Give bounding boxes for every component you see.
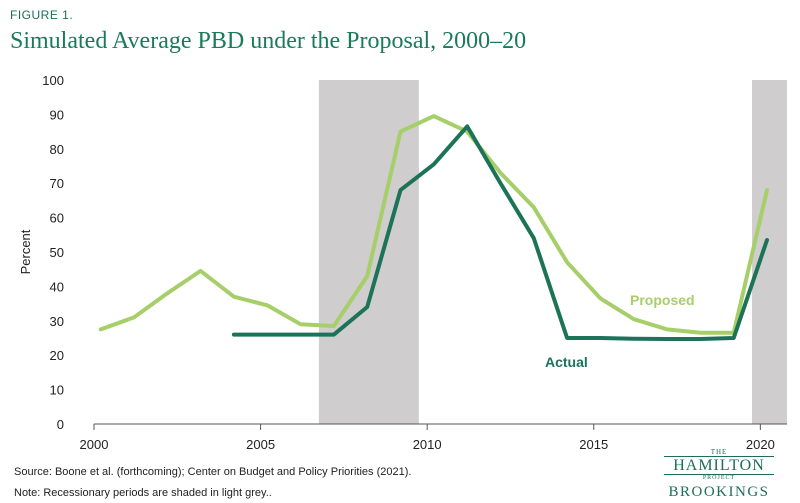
y-tick-label: 50 xyxy=(50,245,64,260)
logo-hamilton: HAMILTON xyxy=(664,456,774,475)
y-tick-label: 70 xyxy=(50,176,64,191)
y-tick-label: 10 xyxy=(50,383,64,398)
y-tick-label: 80 xyxy=(50,142,64,157)
x-tick-label: 2015 xyxy=(579,437,608,452)
logo-the: THE xyxy=(710,448,728,456)
recession-band-0 xyxy=(318,80,419,424)
series-lines xyxy=(98,114,769,341)
y-axis-ticks: 0 10 20 30 40 50 60 70 80 90 100 xyxy=(42,73,64,432)
y-tick-label: 0 xyxy=(57,417,64,432)
y-tick-label: 60 xyxy=(50,211,64,226)
series-label-actual: Actual xyxy=(545,354,588,370)
series-line-actual xyxy=(231,124,769,341)
y-axis-label: Percent xyxy=(18,229,33,274)
hamilton-brookings-logo: THE HAMILTON PROJECT BROOKINGS xyxy=(664,448,774,501)
logo-project: PROJECT xyxy=(702,475,736,481)
figure-label: FIGURE 1. xyxy=(10,8,74,22)
x-tick-label: 2010 xyxy=(413,437,442,452)
y-tick-label: 30 xyxy=(50,314,64,329)
logo-brookings: BROOKINGS xyxy=(668,484,770,500)
y-tick-label: 90 xyxy=(50,107,64,122)
series-label-proposed: Proposed xyxy=(630,292,695,308)
recession-band-1 xyxy=(752,80,787,424)
x-tick-label: 2000 xyxy=(80,437,109,452)
chart-title: Simulated Average PBD under the Proposal… xyxy=(10,28,527,54)
recession-note: Note: Recessionary periods are shaded in… xyxy=(14,487,272,499)
y-tick-label: 100 xyxy=(42,73,64,88)
y-tick-label: 40 xyxy=(50,279,64,294)
y-tick-label: 20 xyxy=(50,348,64,363)
recession-shading-group xyxy=(318,80,787,424)
x-axis-ticks: 2000 2005 2010 2015 2020 xyxy=(80,424,775,452)
series-line-proposed xyxy=(98,114,769,335)
x-tick-label: 2020 xyxy=(746,437,775,452)
x-tick-label: 2005 xyxy=(246,437,275,452)
source-note: Source: Boone et al. (forthcoming); Cent… xyxy=(14,466,412,478)
